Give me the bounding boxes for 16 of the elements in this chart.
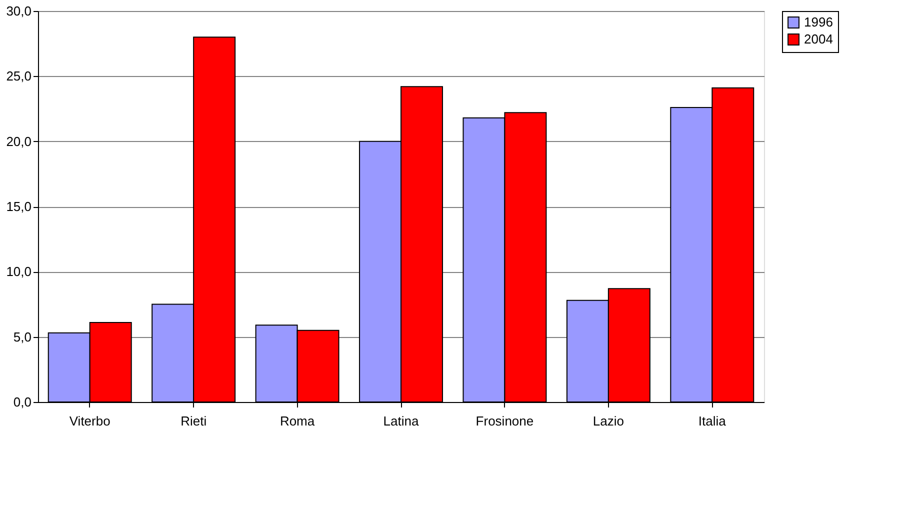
x-tick-label: Lazio — [592, 414, 624, 428]
y-tick-label: 10,0 — [6, 264, 32, 280]
x-tick-label: Viterbo — [69, 414, 110, 428]
x-tick-label: Roma — [280, 414, 316, 428]
y-tick-label: 0,0 — [13, 394, 32, 410]
x-tick-label: Rieti — [180, 414, 207, 428]
legend-label: 1996 — [804, 14, 833, 30]
x-tick-label: Italia — [698, 414, 727, 428]
y-tick-label: 30,0 — [6, 4, 32, 18]
y-tick-label: 25,0 — [6, 68, 32, 84]
x-tick-label: Latina — [383, 414, 420, 428]
y-tick-label: 20,0 — [6, 134, 32, 149]
x-tick-label: Frosinone — [476, 414, 534, 428]
y-tick-label: 15,0 — [6, 199, 32, 214]
y-tick-label: 5,0 — [13, 329, 32, 344]
legend-label: 2004 — [804, 32, 833, 46]
